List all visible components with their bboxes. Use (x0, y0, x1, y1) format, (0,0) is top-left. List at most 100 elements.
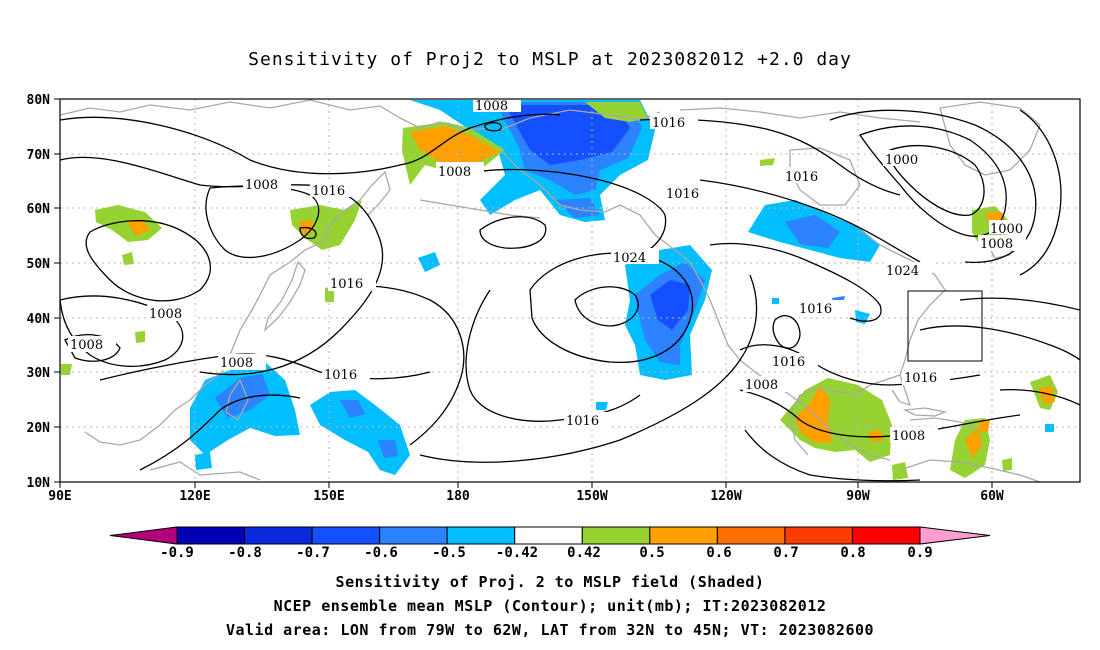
orange-patch (978, 420, 990, 432)
colorbar-label: -0.8 (228, 545, 262, 561)
contour-line (739, 389, 1021, 438)
colorbar-swatch (446, 526, 516, 545)
caption-line-3: Valid area: LON from 79W to 62W, LAT fro… (225, 621, 875, 639)
contour-line (465, 289, 641, 422)
colorbar-arrow-right (919, 526, 991, 545)
colorbar-swatch (244, 526, 313, 545)
contour-line (574, 286, 639, 327)
colorbar-swatch (311, 526, 381, 545)
green-patch (135, 331, 145, 343)
alaska-coast (499, 149, 891, 461)
caribbean (909, 417, 976, 429)
blue-patch (505, 105, 630, 165)
contour-line (999, 389, 1080, 406)
contour-label: 1008 (245, 178, 278, 193)
contour-line (85, 220, 211, 302)
contour-line (772, 315, 801, 349)
green-patch (122, 252, 134, 265)
contour-line (299, 226, 317, 240)
lat-tick-label: 80N (27, 93, 51, 108)
colorbar-swatch (716, 526, 786, 545)
green-patch (290, 200, 362, 250)
philippines-coast (225, 378, 249, 421)
asia-coast (84, 199, 361, 446)
contour-line (919, 325, 1080, 361)
blue-patch (785, 215, 840, 248)
colorbar-swatch (514, 526, 583, 545)
lat-tick-label: 10N (27, 476, 51, 491)
contour-label: 1000 (885, 153, 918, 168)
asia-coast (399, 117, 491, 131)
lon-tick-label: 60W (980, 489, 1004, 504)
caption-line-2: NCEP ensemble mean MSLP (Contour); unit(… (273, 597, 827, 615)
blue-patch (596, 402, 608, 410)
colorbar-label: 0.42 (567, 545, 601, 561)
colorbar-label: -0.5 (432, 545, 466, 561)
contour-label: 1008 (745, 378, 778, 393)
contour-line (744, 429, 921, 482)
plot-frame (59, 98, 1081, 483)
green-patch (892, 462, 908, 480)
south-america (899, 459, 1041, 482)
east-coast (854, 229, 946, 396)
green-patch (780, 378, 892, 462)
blue-patch (310, 390, 410, 475)
cuba (902, 407, 948, 417)
lon-tick-label: 120E (179, 489, 210, 504)
lat-tick-label: 40N (27, 312, 51, 327)
colorbar-label: -0.7 (296, 545, 330, 561)
contour-label: 1008 (980, 237, 1013, 252)
contour-label: 1016 (772, 355, 805, 370)
lon-tick-label: 150W (576, 489, 607, 504)
shaded-sensitivity (61, 100, 1058, 480)
contour-label: 1008 (892, 429, 925, 444)
orange-patch (1038, 386, 1055, 404)
caption-line-1: Sensitivity of Proj. 2 to MSLP field (Sh… (335, 573, 765, 591)
contour-label: 1008 (149, 307, 182, 322)
lon-tick-label: 180 (446, 489, 470, 504)
contour-label: 1016 (330, 277, 363, 292)
colorbar-labels: -0.9 -0.8 -0.7 -0.6 -0.5 -0.42 0.42 0.5 … (160, 545, 933, 561)
coastlines (60, 99, 1041, 482)
chart-title: Sensitivity of Proj2 to MSLP at 20230820… (248, 49, 852, 70)
orange-patch (410, 126, 500, 165)
colorbar-label: 0.7 (773, 545, 798, 561)
blue-patch (418, 252, 440, 272)
colorbar-swatch (581, 526, 651, 545)
contour-line (60, 156, 384, 376)
colorbar-arrow-left (109, 526, 178, 545)
indonesia-coast (149, 461, 261, 481)
gridlines (60, 99, 1080, 482)
colorbar-label: -0.6 (364, 545, 398, 561)
contour-label: 1016 (904, 371, 937, 386)
contour-label: 1008 (220, 356, 253, 371)
contour-label: 1024 (613, 251, 646, 266)
colorbar-label: -0.9 (160, 545, 194, 561)
tick-marks (54, 98, 993, 488)
contour-label: 1024 (886, 264, 919, 279)
north-america-coast (679, 107, 921, 123)
colorbar-label: 0.6 (706, 545, 731, 561)
blue-patch (1045, 424, 1054, 432)
contour-label: 1016 (666, 187, 699, 202)
gulf-coast (789, 387, 856, 456)
contour-line (959, 297, 1080, 311)
colorbar-swatch (851, 526, 921, 545)
contour-label: 1016 (652, 116, 685, 131)
contour-label: 1016 (799, 302, 832, 317)
contour-line (459, 168, 667, 256)
colorbar-label: 0.8 (840, 545, 865, 561)
contour-line (329, 285, 465, 446)
contour-line (699, 179, 921, 263)
colorbar-swatch (176, 526, 246, 545)
lat-tick-labels: 80N 70N 60N 50N 40N 30N 20N 10N (27, 93, 51, 491)
mslp-contours (60, 109, 1080, 482)
orange-patch (965, 428, 982, 458)
blue-patch (855, 310, 870, 324)
contour-line (709, 242, 882, 322)
green-patch (585, 102, 648, 122)
colorbar-swatch (784, 526, 853, 545)
green-patch (760, 158, 775, 166)
colorbar-label: 0.5 (639, 545, 664, 561)
green-patch (61, 364, 72, 375)
